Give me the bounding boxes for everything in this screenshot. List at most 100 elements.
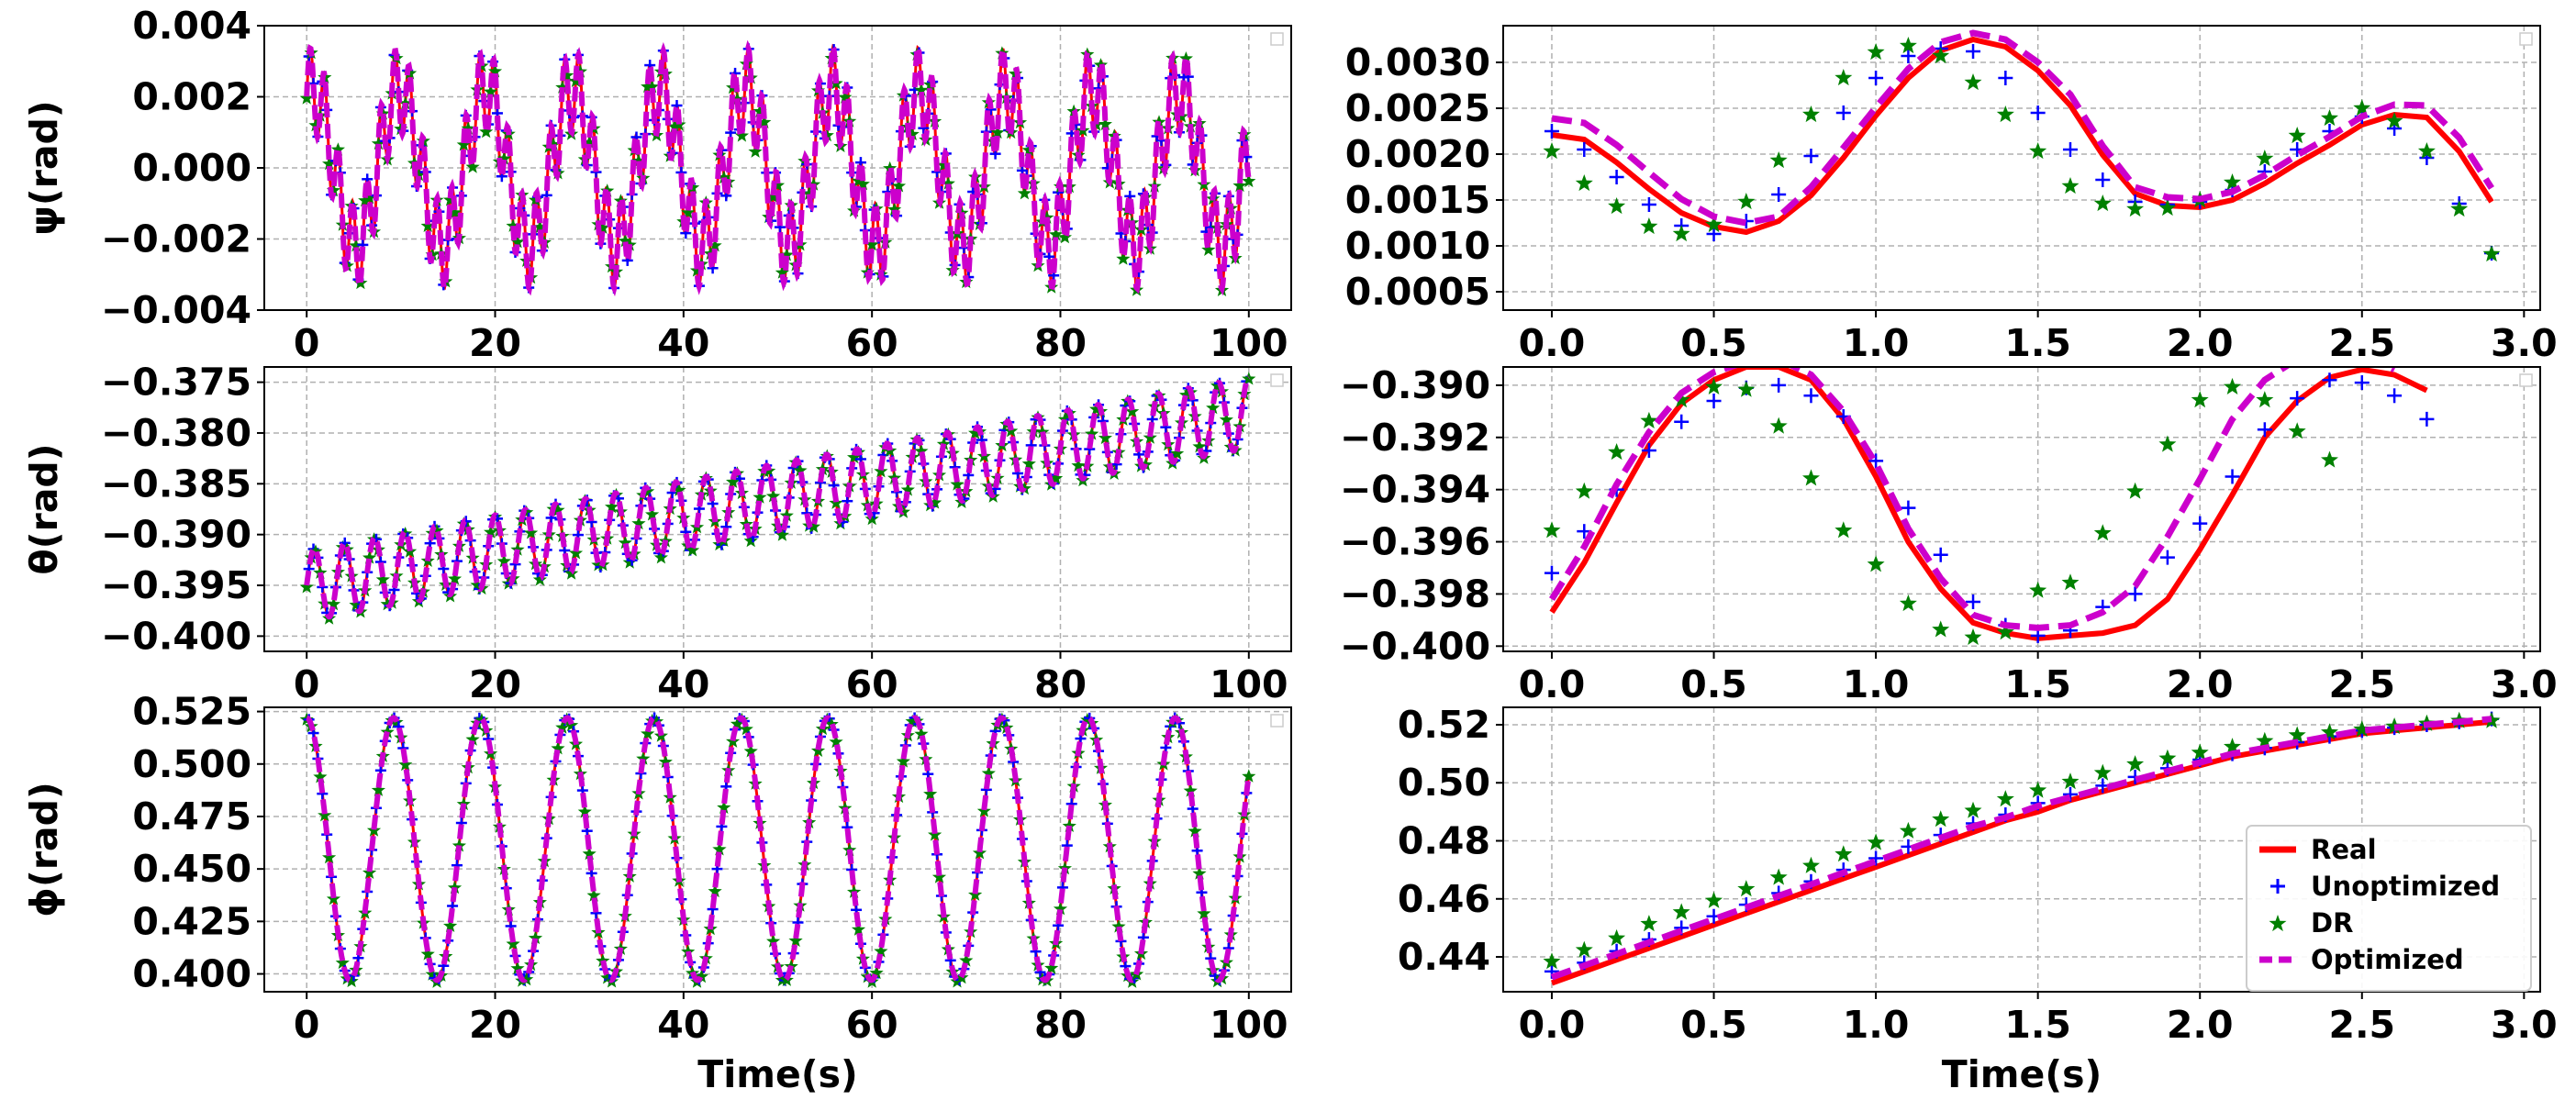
theta-full-plot-area bbox=[299, 372, 1256, 625]
theta-full-dr-point bbox=[887, 471, 902, 484]
theta-full-dr-point bbox=[622, 555, 637, 569]
phi-full-xtick-label: 40 bbox=[657, 1003, 709, 1047]
psi-zoom-dr-point bbox=[2385, 112, 2403, 129]
psi-full-dr-point bbox=[936, 158, 951, 172]
phi-full-dr-point bbox=[641, 726, 655, 740]
psi-zoom-xtick-label: 2.0 bbox=[2167, 321, 2234, 365]
phi-zoom-ytick-label: 0.48 bbox=[1398, 819, 1490, 863]
phi-full-xtick-label: 0 bbox=[294, 1003, 320, 1047]
theta-zoom-unoptimized-point bbox=[1868, 453, 1884, 469]
theta-full-dr-point bbox=[753, 490, 767, 504]
psi-zoom-unoptimized-point bbox=[1803, 149, 1819, 163]
theta-full-dr-point bbox=[308, 544, 323, 558]
theta-zoom-dr-point bbox=[1608, 443, 1626, 461]
theta-full-empty-legend bbox=[1270, 373, 1284, 387]
phi-full-dr-point bbox=[694, 969, 708, 983]
psi-full-dr-point bbox=[299, 91, 314, 105]
theta-zoom-dr-point bbox=[2029, 581, 2047, 598]
phi-zoom-dr-point bbox=[1737, 880, 1756, 897]
phi-full-dr-point bbox=[931, 870, 947, 883]
theta-full-dr-point bbox=[641, 483, 655, 498]
psi-zoom-unoptimized-point bbox=[1609, 170, 1624, 184]
phi-full-dr-point bbox=[851, 922, 866, 936]
theta-full-dr-point bbox=[900, 483, 915, 496]
theta-full-dr-point bbox=[429, 523, 444, 537]
psi-zoom-xtick-label: 0.5 bbox=[1680, 321, 1747, 365]
psi-full-ytick-label: −0.002 bbox=[101, 217, 251, 261]
phi-zoom-dr-point bbox=[2191, 743, 2209, 761]
phi-full-ytick-label: 0.425 bbox=[132, 899, 251, 943]
psi-zoom-dr-point bbox=[2256, 150, 2274, 167]
panel-psi-full: 0 20 40 60 80 100 −0.004 −0.002 0.000 0.002 0.004 ψ… bbox=[22, 4, 1292, 365]
phi-full-dr-point bbox=[577, 805, 592, 818]
theta-full-dr-point bbox=[653, 550, 668, 564]
psi-full-dr-point bbox=[717, 170, 731, 184]
theta-zoom-dr-point bbox=[1996, 623, 2014, 640]
psi-zoom-dr-point bbox=[2126, 200, 2145, 217]
phi-full-dr-point bbox=[869, 965, 884, 980]
phi-full-dr-point bbox=[824, 717, 839, 730]
theta-full-xtick-label: 80 bbox=[1034, 662, 1087, 706]
phi-full-dr-point bbox=[1242, 769, 1256, 783]
theta-full-dr-point bbox=[447, 572, 463, 585]
phi-full-ytick-label: 0.450 bbox=[132, 847, 251, 891]
theta-full-dr-point bbox=[532, 572, 547, 586]
theta-full-dr-point bbox=[1085, 427, 1099, 440]
psi-full-dr-point bbox=[864, 237, 879, 251]
phi-full-dr-point bbox=[335, 955, 350, 970]
theta-full-dr-point bbox=[672, 483, 686, 496]
phi-full-dr-point bbox=[510, 961, 525, 975]
psi-full-dr-point bbox=[555, 80, 570, 94]
phi-zoom-dr-point bbox=[2029, 781, 2047, 798]
psi-full-dr-point bbox=[883, 161, 898, 175]
theta-full-dr-point bbox=[1219, 412, 1233, 427]
theta-full-frame bbox=[263, 366, 1292, 652]
psi-full-dr-point bbox=[546, 137, 561, 151]
psi-zoom-ytick-label: 0.0005 bbox=[1345, 270, 1490, 314]
theta-full-dr-point bbox=[313, 565, 328, 579]
psi-zoom-unoptimized-point bbox=[1868, 71, 1884, 85]
psi-full-dr-point bbox=[506, 218, 520, 232]
theta-zoom-unoptimized-point bbox=[2419, 411, 2435, 427]
theta-zoom-ytick-label: −0.398 bbox=[1340, 572, 1490, 616]
theta-full-series-optimized bbox=[304, 374, 1251, 620]
phi-zoom-dr-point bbox=[2158, 749, 2177, 766]
psi-full-dr-point bbox=[411, 167, 426, 182]
psi-full-dr-point bbox=[375, 106, 390, 120]
psi-full-dr-point bbox=[779, 248, 794, 261]
psi-full-dr-point bbox=[582, 135, 597, 149]
psi-zoom-ytick-label: 0.0030 bbox=[1345, 40, 1490, 84]
theta-zoom-xtick-label: 2.5 bbox=[2328, 662, 2395, 706]
phi-zoom-ytick-label: 0.52 bbox=[1398, 703, 1490, 747]
psi-full-dr-point bbox=[753, 104, 767, 118]
psi-zoom-dr-point bbox=[1834, 69, 1853, 86]
psi-zoom-dr-point bbox=[2061, 177, 2080, 194]
phi-zoom-xtick-label: 1.0 bbox=[1843, 1003, 1910, 1047]
theta-zoom-dr-point bbox=[2093, 524, 2112, 541]
psi-full-dr-point bbox=[371, 136, 385, 150]
phi-zoom-dr-point bbox=[1575, 940, 1593, 958]
phi-zoom-dr-point bbox=[2126, 755, 2145, 772]
theta-zoom-dr-point bbox=[1672, 391, 1690, 408]
theta-full-dr-point bbox=[1210, 378, 1225, 393]
phi-full-dr-point bbox=[564, 717, 579, 732]
theta-full-dr-point bbox=[1170, 446, 1185, 460]
phi-zoom-xlabel: Time(s) bbox=[1942, 1052, 2102, 1096]
theta-full-dr-point bbox=[524, 526, 539, 539]
psi-full-dr-point bbox=[461, 121, 475, 135]
psi-full-dr-point bbox=[1057, 229, 1072, 244]
phi-full-dr-point bbox=[366, 823, 382, 837]
theta-zoom-unoptimized-point bbox=[1966, 594, 1981, 609]
psi-zoom-dr-point bbox=[1932, 47, 1950, 64]
theta-zoom-unoptimized-point bbox=[1933, 547, 1948, 562]
psi-zoom-xtick-label: 1.5 bbox=[2004, 321, 2071, 365]
phi-full-dr-point bbox=[420, 947, 435, 961]
phi-full-dr-point bbox=[726, 734, 741, 748]
psi-full-dr-point bbox=[1178, 51, 1193, 65]
phi-zoom-xtick-label: 3.0 bbox=[2491, 1003, 2558, 1047]
theta-full-dr-point bbox=[484, 525, 498, 539]
theta-zoom-unoptimized-point bbox=[2225, 469, 2240, 484]
psi-full-dr-point bbox=[349, 238, 363, 252]
phi-full-dr-point bbox=[326, 892, 341, 905]
